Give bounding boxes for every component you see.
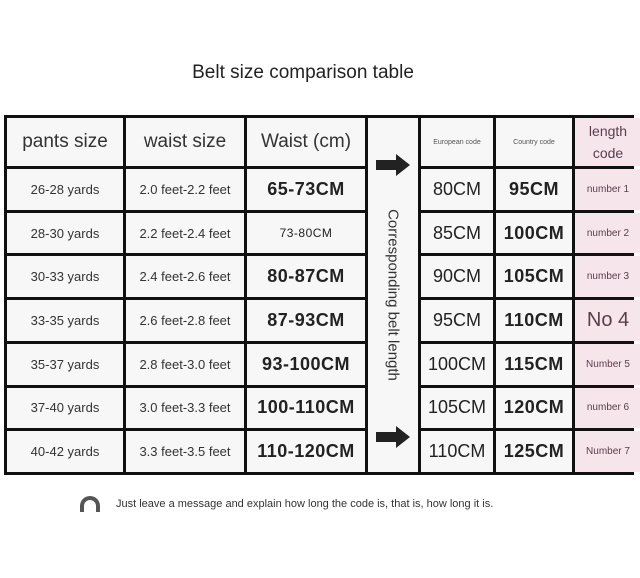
- header-country-code: Country code: [496, 118, 572, 166]
- european-code-cell: 110CM: [421, 431, 493, 472]
- waist-cm-cell: 80-87CM: [247, 256, 365, 298]
- length-code-cell: Number 5: [575, 343, 640, 385]
- waist-size-cell: 3.0 feet-3.3 feet: [126, 387, 244, 429]
- right-arrow-icon: [376, 426, 410, 448]
- country-code-cell: 120CM: [496, 387, 572, 429]
- european-code-cell: 95CM: [421, 300, 493, 341]
- length-code-cell: number 1: [575, 169, 640, 210]
- header-waist-cm: Waist (cm): [247, 118, 365, 166]
- country-code-cell: 95CM: [496, 169, 572, 210]
- european-code-cell: 100CM: [421, 343, 493, 385]
- country-code-cell: 100CM: [496, 212, 572, 254]
- country-code-cell: 125CM: [496, 431, 572, 472]
- belt-length-column: Corresponding belt length: [368, 118, 418, 472]
- european-code-cell: 105CM: [421, 387, 493, 429]
- rainbow-icon: [80, 496, 100, 512]
- european-code-cell: 80CM: [421, 169, 493, 210]
- waist-cm-cell: 110-120CM: [247, 431, 365, 472]
- belt-length-label: Corresponding belt length: [384, 209, 402, 381]
- waist-cm-cell: 100-110CM: [247, 387, 365, 429]
- header-european-code: European code: [421, 118, 493, 166]
- pants-size-cell: 26-28 yards: [7, 169, 123, 210]
- note-text: Just leave a message and explain how lon…: [116, 498, 494, 510]
- header-pants-size: pants size: [7, 118, 123, 166]
- length-code-cell: number 6: [575, 387, 640, 429]
- country-code-cell: 110CM: [496, 300, 572, 341]
- country-code-cell: 115CM: [496, 343, 572, 385]
- pants-size-cell: 37-40 yards: [7, 387, 123, 429]
- header-length-code: length code: [575, 118, 640, 166]
- european-code-cell: 85CM: [421, 212, 493, 254]
- length-code-cell: number 3: [575, 256, 640, 298]
- pants-size-cell: 33-35 yards: [7, 300, 123, 341]
- waist-cm-cell: 73-80CM: [247, 212, 365, 254]
- footer-note: Just leave a message and explain how lon…: [80, 496, 493, 512]
- header-waist-size: waist size: [126, 118, 244, 166]
- waist-size-cell: 2.8 feet-3.0 feet: [126, 343, 244, 385]
- pants-size-cell: 28-30 yards: [7, 212, 123, 254]
- waist-size-cell: 3.3 feet-3.5 feet: [126, 431, 244, 472]
- right-arrow-icon: [376, 154, 410, 176]
- waist-cm-cell: 93-100CM: [247, 343, 365, 385]
- waist-size-cell: 2.6 feet-2.8 feet: [126, 300, 244, 341]
- pants-size-cell: 40-42 yards: [7, 431, 123, 472]
- waist-cm-cell: 87-93CM: [247, 300, 365, 341]
- waist-cm-cell: 65-73CM: [247, 169, 365, 210]
- page-title: Belt size comparison table: [192, 62, 414, 83]
- waist-size-cell: 2.0 feet-2.2 feet: [126, 169, 244, 210]
- waist-size-cell: 2.4 feet-2.6 feet: [126, 256, 244, 298]
- country-code-cell: 105CM: [496, 256, 572, 298]
- length-code-cell: Number 7: [575, 431, 640, 472]
- european-code-cell: 90CM: [421, 256, 493, 298]
- length-code-cell: number 2: [575, 212, 640, 254]
- length-code-cell: No 4: [575, 300, 640, 341]
- size-table: pants size waist size Waist (cm) Corresp…: [4, 115, 640, 475]
- waist-size-cell: 2.2 feet-2.4 feet: [126, 212, 244, 254]
- pants-size-cell: 35-37 yards: [7, 343, 123, 385]
- pants-size-cell: 30-33 yards: [7, 256, 123, 298]
